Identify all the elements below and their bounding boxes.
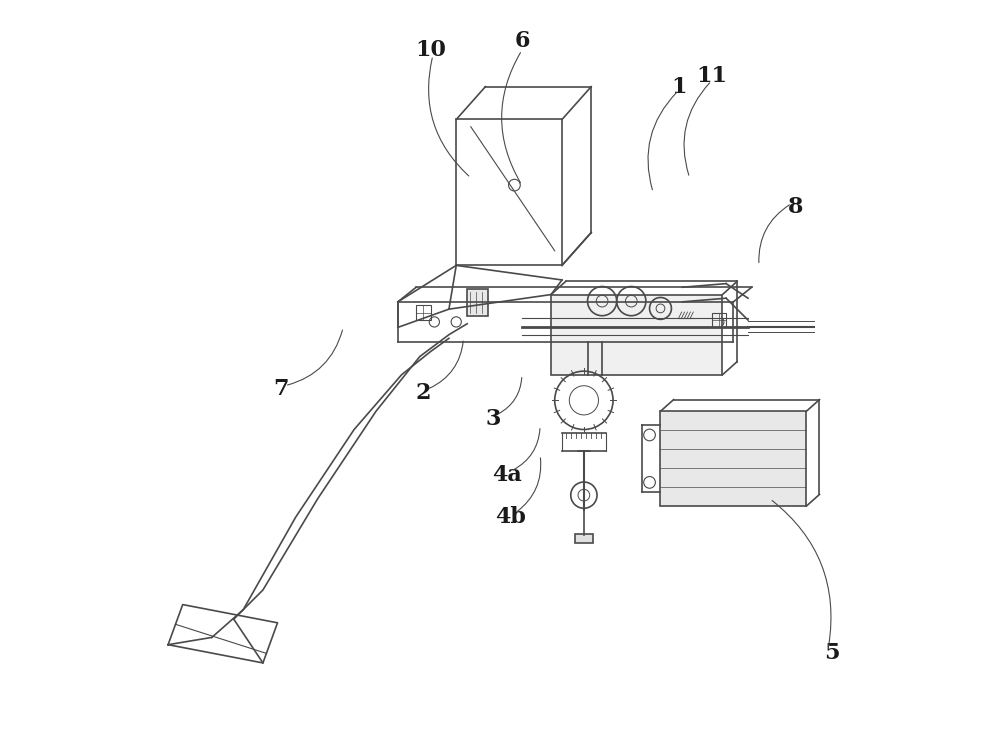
Text: 4a: 4a bbox=[492, 465, 522, 487]
Text: 6: 6 bbox=[514, 29, 530, 51]
Bar bbox=[660, 412, 806, 506]
Bar bbox=[416, 306, 431, 320]
Text: 1: 1 bbox=[671, 76, 686, 98]
Text: 3: 3 bbox=[485, 408, 500, 429]
Text: 5: 5 bbox=[824, 642, 840, 664]
Text: 4b: 4b bbox=[496, 506, 526, 528]
Bar bbox=[575, 534, 593, 542]
Text: 10: 10 bbox=[415, 39, 446, 61]
Text: 11: 11 bbox=[696, 65, 727, 87]
Bar bbox=[712, 313, 726, 327]
Bar bbox=[456, 120, 562, 265]
Text: 7: 7 bbox=[273, 379, 289, 401]
Text: 8: 8 bbox=[788, 196, 803, 218]
Text: 2: 2 bbox=[416, 382, 431, 404]
Bar bbox=[551, 295, 722, 375]
Bar bbox=[467, 289, 488, 317]
